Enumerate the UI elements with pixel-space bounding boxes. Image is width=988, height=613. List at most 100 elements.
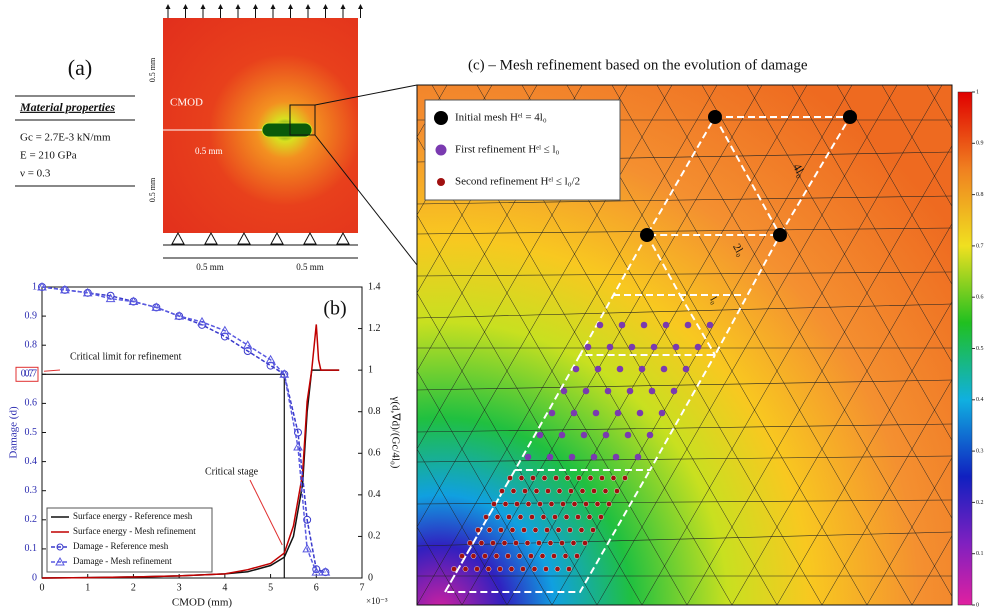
- second-refinement-node: [482, 553, 487, 558]
- first-refinement-node: [707, 322, 714, 329]
- dimension-label: 0.5 mm: [195, 146, 223, 156]
- support: [304, 233, 316, 244]
- second-refinement-node: [595, 501, 600, 506]
- legend-marker: [437, 178, 445, 186]
- y2-tick-label: 0.2: [368, 531, 381, 542]
- legend-label: Initial mesh Hᵉˡ = 4l₀: [455, 112, 547, 124]
- second-refinement-node: [566, 566, 571, 571]
- property: E = 210 GPa: [20, 150, 77, 162]
- second-refinement-node: [474, 566, 479, 571]
- first-refinement-node: [683, 366, 690, 373]
- second-refinement-node: [521, 527, 526, 532]
- legend-label: Damage - Reference mesh: [73, 541, 169, 551]
- second-refinement-node: [565, 475, 570, 480]
- property: Gc = 2.7E-3 kN/mm: [20, 132, 111, 144]
- colorbar-tick-label: 0.4: [976, 397, 984, 403]
- initial-mesh-node: [773, 228, 787, 242]
- x-tick-label: 5: [268, 582, 273, 593]
- second-refinement-node: [497, 566, 502, 571]
- second-refinement-node: [582, 540, 587, 545]
- second-refinement-node: [552, 514, 557, 519]
- y-tick-label: 0.9: [25, 310, 38, 321]
- first-refinement-node: [613, 454, 620, 461]
- second-refinement-node: [568, 488, 573, 493]
- second-refinement-node: [486, 566, 491, 571]
- second-refinement-node: [514, 501, 519, 506]
- y-tick-label: 0.3: [25, 485, 38, 496]
- mesh-edge: [0, 85, 12, 605]
- second-refinement-node: [511, 488, 516, 493]
- second-refinement-node: [567, 527, 572, 532]
- first-refinement-node: [635, 454, 642, 461]
- second-refinement-node: [543, 566, 548, 571]
- second-refinement-node: [559, 540, 564, 545]
- second-refinement-node: [463, 566, 468, 571]
- first-refinement-node: [571, 410, 578, 417]
- second-refinement-node: [518, 514, 523, 519]
- first-refinement-node: [603, 432, 610, 439]
- legend-marker: [434, 111, 448, 125]
- first-refinement-node: [639, 366, 646, 373]
- first-refinement-node: [547, 454, 554, 461]
- first-refinement-node: [663, 322, 670, 329]
- colorbar-tick-label: 0.1: [976, 551, 984, 557]
- initial-mesh-node: [708, 110, 722, 124]
- second-refinement-node: [603, 488, 608, 493]
- annotation-arrow: [44, 370, 60, 371]
- arrow-head: [236, 4, 241, 9]
- arrow-head: [323, 4, 328, 9]
- second-refinement-node: [563, 553, 568, 558]
- second-refinement-node: [487, 527, 492, 532]
- first-refinement-node: [695, 344, 702, 351]
- first-refinement-node: [595, 366, 602, 373]
- second-refinement-node: [549, 501, 554, 506]
- first-refinement-node: [607, 344, 614, 351]
- support: [337, 233, 349, 244]
- second-refinement-node: [583, 501, 588, 506]
- first-refinement-node: [549, 410, 556, 417]
- second-refinement-node: [529, 514, 534, 519]
- second-refinement-node: [571, 540, 576, 545]
- panel-a: (a) Material properties Gc = 2.7E-3 kN/m…: [15, 4, 417, 272]
- initial-mesh-node: [640, 228, 654, 242]
- arrow-head: [166, 4, 171, 9]
- y2-axis-label: γ(d,∇d)/(Gc/4l₀): [389, 396, 401, 469]
- second-refinement-node: [556, 527, 561, 532]
- first-refinement-node: [649, 388, 656, 395]
- first-refinement-node: [561, 388, 568, 395]
- annotation: Critical limit for refinement: [70, 351, 182, 362]
- first-refinement-node: [685, 322, 692, 329]
- y-tick-label: 0.6: [25, 398, 38, 409]
- first-refinement-node: [641, 322, 648, 329]
- first-refinement-node: [573, 366, 580, 373]
- cmod-label: CMOD: [170, 97, 203, 109]
- first-refinement-node: [617, 366, 624, 373]
- x-axis-label: CMOD (mm): [172, 597, 233, 609]
- first-refinement-node: [537, 432, 544, 439]
- first-refinement-node: [671, 388, 678, 395]
- y-axis-label: Damage (d): [8, 406, 20, 459]
- second-refinement-node: [572, 501, 577, 506]
- second-refinement-node: [513, 540, 518, 545]
- second-refinement-node: [528, 553, 533, 558]
- y-tick-label: 0.8: [25, 339, 38, 350]
- colorbar-tick-label: 1: [976, 89, 979, 95]
- legend-label: Surface energy - Mesh refinement: [73, 526, 196, 536]
- second-refinement-node: [498, 527, 503, 532]
- arrow-head: [183, 4, 188, 9]
- y-tick-label: 0: [32, 572, 37, 583]
- second-refinement-node: [599, 475, 604, 480]
- arrow-head: [218, 4, 223, 9]
- arrow-head: [341, 4, 346, 9]
- second-refinement-node: [490, 540, 495, 545]
- second-refinement-node: [517, 553, 522, 558]
- second-refinement-node: [536, 540, 541, 545]
- annotation: Critical stage: [205, 466, 259, 477]
- x-tick-label: 6: [314, 582, 319, 593]
- second-refinement-node: [510, 527, 515, 532]
- second-refinement-node: [580, 488, 585, 493]
- first-refinement-node: [583, 388, 590, 395]
- first-refinement-node: [629, 344, 636, 351]
- second-refinement-node: [499, 488, 504, 493]
- second-refinement-node: [459, 553, 464, 558]
